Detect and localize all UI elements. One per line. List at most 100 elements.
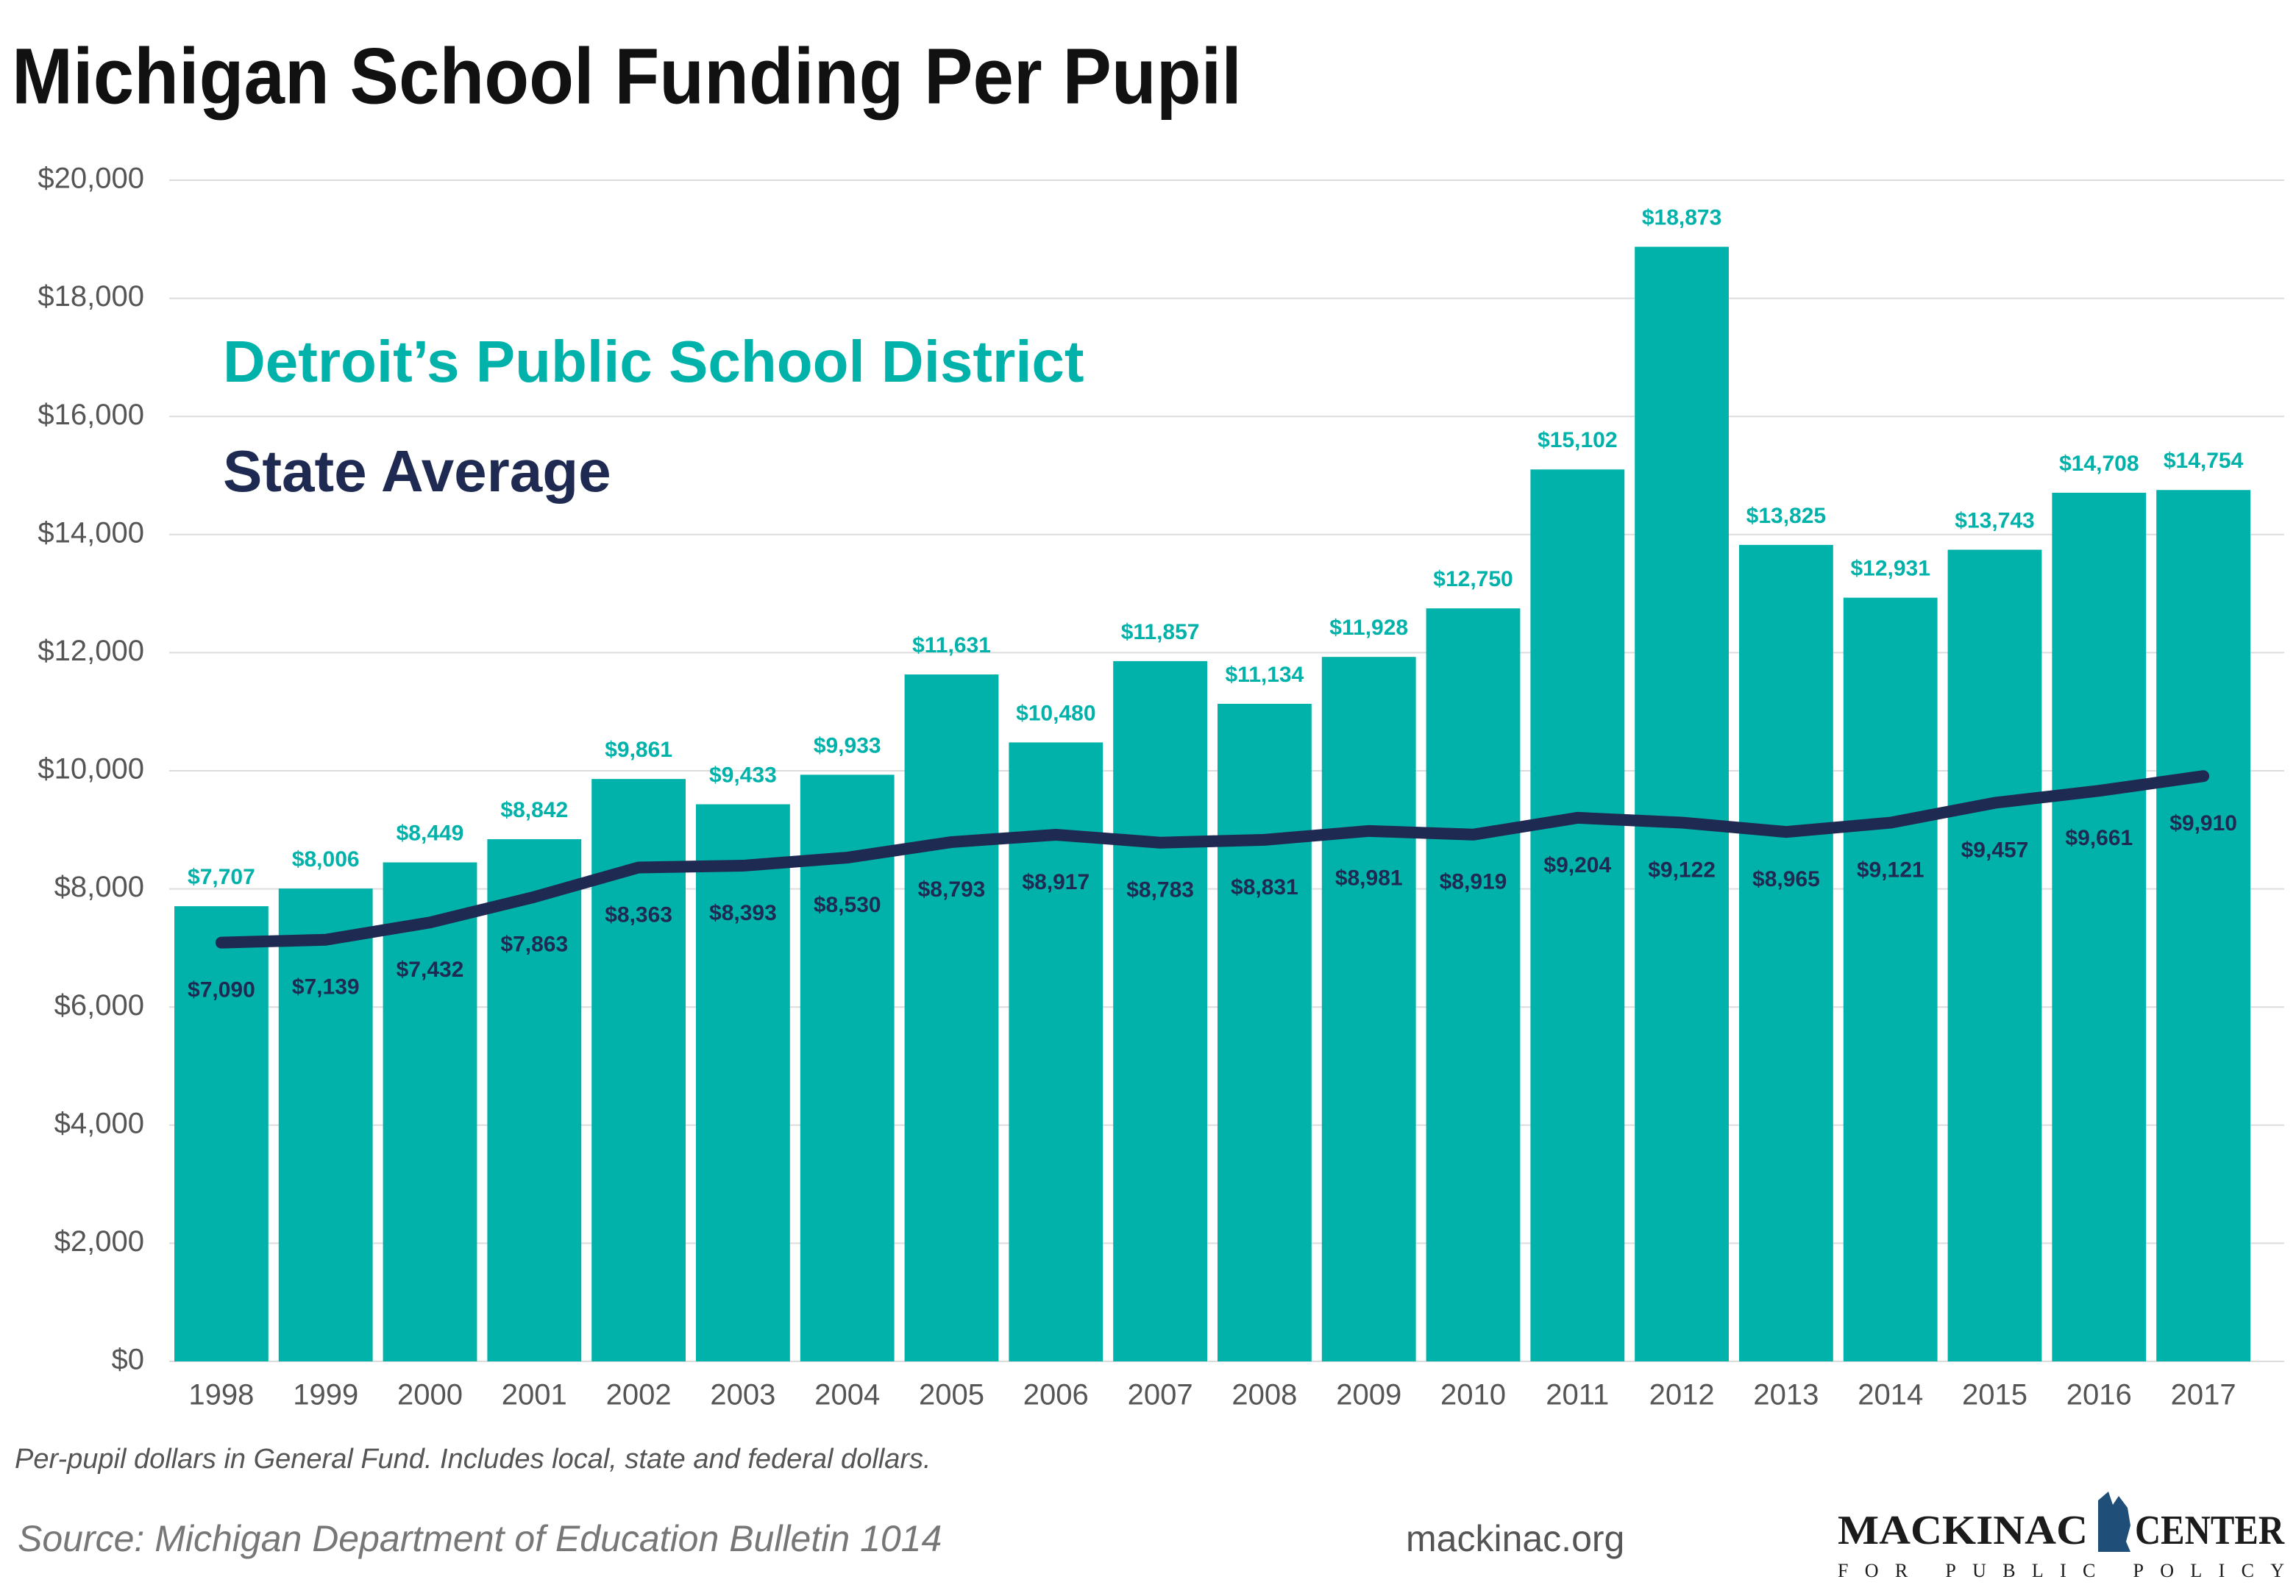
data-label: $10,480 bbox=[1016, 701, 1095, 725]
x-tick-label: 2001 bbox=[502, 1379, 567, 1411]
logo: MACKINAC CENTER FOR PUBLIC POLICY bbox=[1838, 1492, 2284, 1581]
x-tick-label: 2002 bbox=[606, 1379, 672, 1411]
data-label: $9,122 bbox=[1648, 858, 1716, 882]
bar bbox=[1843, 597, 1938, 1362]
data-label: $11,134 bbox=[1226, 663, 1304, 687]
data-label: $9,933 bbox=[814, 733, 881, 758]
data-label: $8,919 bbox=[1440, 870, 1507, 894]
bar bbox=[1113, 660, 1207, 1361]
y-tick-label: $20,000 bbox=[38, 163, 144, 195]
x-tick-label: 2007 bbox=[1128, 1379, 1193, 1411]
y-tick-label: $8,000 bbox=[54, 871, 144, 903]
data-label: $7,707 bbox=[188, 865, 255, 889]
x-tick-label: 1998 bbox=[188, 1379, 254, 1411]
data-label: $9,204 bbox=[1543, 853, 1611, 877]
data-label: $8,530 bbox=[814, 893, 881, 917]
data-label: $13,743 bbox=[1955, 508, 2034, 532]
data-label: $9,121 bbox=[1857, 858, 1924, 883]
bar bbox=[1530, 469, 1625, 1362]
legend-entry: State Average bbox=[223, 438, 611, 504]
bar bbox=[487, 838, 582, 1361]
bar bbox=[1947, 549, 2042, 1362]
y-tick-label: $12,000 bbox=[38, 635, 144, 667]
bar bbox=[2052, 492, 2147, 1362]
website: mackinac.org bbox=[1406, 1518, 1624, 1559]
y-tick-label: $10,000 bbox=[38, 753, 144, 785]
x-tick-label: 2005 bbox=[919, 1379, 984, 1411]
bar bbox=[800, 774, 895, 1361]
x-tick-label: 2016 bbox=[2066, 1379, 2132, 1411]
data-label: $9,861 bbox=[605, 738, 672, 762]
line bbox=[215, 770, 2210, 949]
bar bbox=[278, 888, 373, 1361]
data-label: $8,006 bbox=[292, 847, 360, 872]
data-label: $12,931 bbox=[1850, 557, 1930, 581]
bar bbox=[1321, 657, 1416, 1361]
y-tick-label: $18,000 bbox=[38, 280, 144, 313]
data-label: $9,661 bbox=[2065, 826, 2133, 850]
logo-text: MACKINAC bbox=[1838, 1508, 2088, 1553]
x-tick-label: 2015 bbox=[1962, 1379, 2027, 1411]
x-tick-label: 2003 bbox=[710, 1379, 775, 1411]
bar bbox=[904, 674, 999, 1361]
x-tick-label: 2014 bbox=[1858, 1379, 1923, 1411]
data-label: $8,783 bbox=[1126, 878, 1194, 902]
data-label: $13,825 bbox=[1746, 504, 1826, 528]
data-label: $8,965 bbox=[1752, 867, 1820, 891]
data-label: $8,393 bbox=[709, 901, 777, 925]
data-label: $8,363 bbox=[605, 902, 672, 927]
x-tick-label: 2013 bbox=[1753, 1379, 1819, 1411]
data-label: $11,631 bbox=[912, 633, 991, 658]
data-label: $15,102 bbox=[1538, 428, 1617, 452]
x-tick-label: 2006 bbox=[1023, 1379, 1089, 1411]
y-tick-label: $2,000 bbox=[54, 1225, 144, 1258]
y-tick-label: $6,000 bbox=[54, 989, 144, 1022]
data-label: $8,831 bbox=[1231, 875, 1298, 899]
y-tick-label: $0 bbox=[112, 1344, 145, 1376]
chart-title: Michigan School Funding Per Pupil bbox=[12, 32, 1242, 121]
data-label: $12,750 bbox=[1433, 567, 1513, 591]
y-tick-label: $14,000 bbox=[38, 516, 144, 549]
bar bbox=[696, 804, 790, 1361]
data-label: $11,857 bbox=[1121, 620, 1200, 644]
data-label: $8,793 bbox=[918, 877, 986, 902]
x-tick-label: 2012 bbox=[1649, 1379, 1715, 1411]
bar bbox=[383, 862, 477, 1361]
x-tick-label: 2010 bbox=[1440, 1379, 1506, 1411]
legend-entry: Detroit’s Public School District bbox=[223, 329, 1084, 394]
x-tick-label: 2000 bbox=[397, 1379, 463, 1411]
x-tick-label: 2004 bbox=[814, 1379, 880, 1411]
y-tick-label: $4,000 bbox=[54, 1107, 144, 1139]
x-tick-label: 1999 bbox=[293, 1379, 358, 1411]
x-tick-label: 2017 bbox=[2171, 1379, 2236, 1411]
bar bbox=[1009, 742, 1103, 1361]
data-label: $8,842 bbox=[500, 798, 568, 822]
data-label: $9,457 bbox=[1961, 838, 2029, 863]
bar bbox=[1426, 608, 1521, 1361]
data-label: $8,917 bbox=[1022, 870, 1090, 894]
data-label: $9,433 bbox=[709, 763, 777, 787]
bar bbox=[1218, 703, 1312, 1361]
data-label: $11,928 bbox=[1329, 616, 1408, 640]
x-tick-label: 2011 bbox=[1546, 1379, 1609, 1411]
bar bbox=[174, 906, 269, 1361]
source: Source: Michigan Department of Education… bbox=[18, 1518, 942, 1559]
bar bbox=[1739, 544, 1833, 1361]
data-label: $7,090 bbox=[188, 978, 255, 1002]
x-tick-label: 2009 bbox=[1336, 1379, 1401, 1411]
data-label: $9,910 bbox=[2169, 811, 2237, 836]
logo-tagline: FOR PUBLIC POLICY bbox=[1838, 1560, 2284, 1581]
logo-text: CENTER bbox=[2135, 1508, 2284, 1553]
x-tick-label: 2008 bbox=[1231, 1379, 1297, 1411]
bar bbox=[1635, 246, 1729, 1362]
data-label: $14,754 bbox=[2164, 449, 2244, 473]
data-label: $18,873 bbox=[1642, 205, 1721, 229]
data-label: $8,449 bbox=[397, 821, 464, 845]
data-label: $7,863 bbox=[500, 933, 568, 957]
data-label: $7,432 bbox=[397, 958, 464, 982]
logo-icon bbox=[2098, 1492, 2130, 1552]
data-label: $7,139 bbox=[292, 975, 360, 1000]
data-label: $14,708 bbox=[2059, 452, 2139, 476]
bar bbox=[2156, 490, 2250, 1361]
